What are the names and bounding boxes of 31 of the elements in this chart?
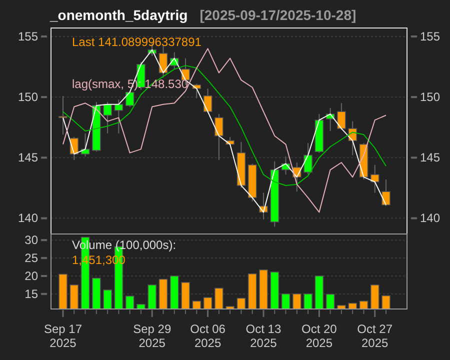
line-series: [62, 65, 386, 186]
y2-tick-label: 140: [420, 211, 440, 226]
y2-tick-label: 155: [420, 29, 440, 44]
candlestick: [214, 114, 224, 161]
annotation: Last 141.089996337891: [72, 35, 202, 49]
y2-tick-label: 145: [420, 150, 440, 164]
candlestick: [370, 164, 380, 194]
candlestick: [58, 95, 68, 136]
x-tick-label: Oct 13 2025: [246, 322, 282, 350]
y-tick-label: 15: [24, 286, 38, 301]
chart-title: _onemonth_5daytrig: [49, 7, 188, 23]
x-tick-label: Sep 17 2025: [44, 322, 82, 350]
chart-subtitle: [2025-09-17/2025-10-28]: [200, 7, 356, 23]
candlestick: [382, 178, 390, 207]
candlestick: [114, 98, 124, 134]
y-tick-label: 25: [24, 250, 38, 265]
candlestick: [203, 88, 212, 114]
y-tick-label: 155: [18, 29, 38, 44]
y-tick-label: 150: [18, 90, 38, 104]
y-tick-label: 145: [18, 150, 38, 164]
x-tick-label: Oct 06 2025: [190, 322, 226, 350]
x-tick-label: Sep 29 2025: [133, 322, 172, 350]
x-tick-label: Oct 20 2025: [301, 322, 338, 350]
y2-tick-label: 150: [420, 90, 440, 104]
candlestick: [304, 142, 312, 176]
y-tick-label: 140: [18, 211, 38, 226]
y-tick-label: 20: [24, 268, 38, 283]
candlestick: [103, 101, 112, 134]
candlestick: [337, 102, 346, 130]
x-tick-label: Oct 27 2025: [357, 322, 393, 350]
y-tick-label: 30: [24, 232, 38, 247]
